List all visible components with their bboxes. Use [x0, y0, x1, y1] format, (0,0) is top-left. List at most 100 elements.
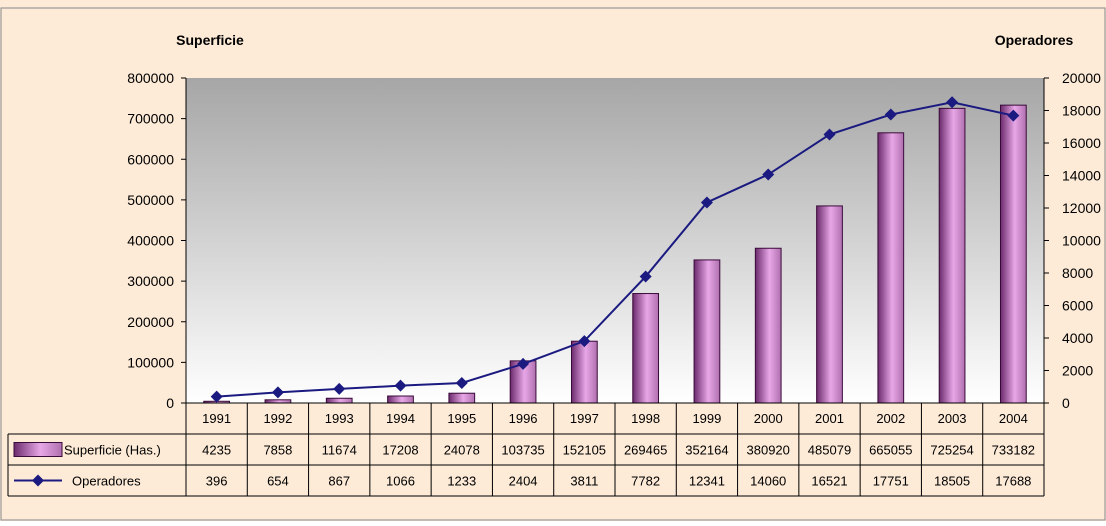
table-value-operadores: 16521 [811, 474, 847, 489]
chart-border [0, 7, 1106, 521]
table-value-operadores: 1066 [386, 474, 415, 489]
bar-superficie [877, 132, 905, 404]
category-label: 1998 [631, 411, 660, 426]
right-tick-label: 4000 [1062, 330, 1093, 346]
left-tick-label: 200000 [127, 314, 174, 330]
point-operadores [578, 335, 591, 348]
category-label: 1996 [509, 411, 538, 426]
right-tick-label: 8000 [1062, 265, 1093, 281]
table-value-operadores: 2404 [509, 474, 538, 489]
table-value-operadores: 867 [328, 474, 350, 489]
table-value-superficie: 103735 [501, 443, 544, 458]
right-tick-label: 2000 [1062, 363, 1093, 379]
legend-key-superficie [13, 442, 63, 457]
category-label: 2002 [876, 411, 905, 426]
point-operadores [394, 379, 407, 392]
table-value-superficie: 7858 [263, 443, 292, 458]
table-value-superficie: 4235 [202, 443, 231, 458]
category-label: 1992 [263, 411, 292, 426]
table-value-operadores: 396 [206, 474, 228, 489]
point-operadores [1007, 109, 1020, 122]
row-header-superficie: Superficie (Has.) [64, 443, 161, 458]
table-value-superficie: 269465 [624, 443, 667, 458]
bar-superficie [570, 340, 598, 404]
table-value-operadores: 18505 [934, 474, 970, 489]
left-tick-label: 700000 [127, 111, 174, 127]
point-operadores [762, 168, 775, 181]
right-axis-title: Operadores [995, 32, 1074, 48]
table-value-superficie: 11674 [322, 443, 357, 458]
left-tick-label: 0 [166, 395, 174, 411]
bar-superficie [816, 205, 843, 404]
category-label: 2003 [938, 411, 967, 426]
bar-superficie [325, 397, 353, 404]
right-tick-label: 14000 [1062, 168, 1101, 184]
category-label: 2004 [999, 411, 1028, 426]
line-operadores [216, 101, 1014, 398]
right-tick-label: 10000 [1062, 233, 1101, 249]
left-tick-label: 800000 [127, 70, 174, 86]
point-operadores [210, 390, 223, 403]
table-value-superficie: 24078 [444, 443, 480, 458]
right-tick-label: 18000 [1062, 103, 1101, 119]
bar-superficie [387, 395, 414, 404]
point-operadores [884, 108, 897, 121]
plot-area [186, 78, 1044, 403]
point-operadores [517, 357, 530, 370]
category-label: 1991 [202, 411, 231, 426]
category-label: 2000 [754, 411, 783, 426]
left-axis-title: Superficie [176, 32, 244, 48]
table-value-operadores: 17688 [995, 474, 1031, 489]
legend-key-marker-operadores [32, 474, 44, 487]
table-value-operadores: 7782 [631, 474, 660, 489]
row-header-operadores: Operadores [72, 474, 141, 489]
category-label: 1995 [447, 411, 476, 426]
bar-superficie [448, 392, 476, 404]
right-tick-label: 6000 [1062, 298, 1093, 314]
table-value-superficie: 733182 [992, 443, 1035, 458]
left-tick-label: 100000 [127, 354, 174, 370]
bar-superficie [754, 247, 782, 404]
table-value-operadores: 3811 [570, 474, 598, 489]
table-value-superficie: 152105 [563, 443, 606, 458]
left-tick-label: 300000 [127, 273, 174, 289]
point-operadores [639, 270, 652, 283]
point-operadores [823, 128, 836, 141]
bar-superficie [693, 259, 721, 404]
table-value-superficie: 485079 [808, 443, 851, 458]
table-value-operadores: 17751 [873, 474, 909, 489]
table-value-superficie: 380920 [747, 443, 790, 458]
point-operadores [946, 96, 959, 109]
point-operadores [271, 386, 284, 399]
left-tick-label: 500000 [127, 192, 174, 208]
point-operadores [700, 196, 713, 209]
point-operadores [455, 376, 468, 389]
axes: 0100000200000300000400000500000600000700… [127, 70, 1101, 426]
category-label: 1993 [325, 411, 354, 426]
bar-series [203, 104, 1027, 404]
line-series [210, 96, 1020, 403]
right-tick-label: 16000 [1062, 135, 1101, 151]
table-value-operadores: 14060 [750, 474, 786, 489]
category-label: 1994 [386, 411, 415, 426]
table-value-operadores: 1233 [447, 474, 476, 489]
category-label: 2001 [815, 411, 844, 426]
right-tick-label: 0 [1062, 395, 1070, 411]
table-value-operadores: 654 [267, 474, 289, 489]
table-value-operadores: 12341 [689, 474, 725, 489]
category-label: 1997 [570, 411, 599, 426]
bar-superficie [632, 293, 660, 404]
table-value-superficie: 352164 [685, 443, 728, 458]
table-value-superficie: 17208 [382, 443, 418, 458]
labels: Superficie Operadores [176, 32, 1073, 48]
table-value-superficie: 665055 [869, 443, 912, 458]
bar-superficie [999, 104, 1027, 404]
left-tick-label: 400000 [127, 233, 174, 249]
point-operadores [333, 382, 346, 395]
category-label: 1999 [692, 411, 721, 426]
bar-superficie [938, 107, 966, 404]
table-value-superficie: 725254 [930, 443, 973, 458]
right-tick-label: 20000 [1062, 70, 1101, 86]
